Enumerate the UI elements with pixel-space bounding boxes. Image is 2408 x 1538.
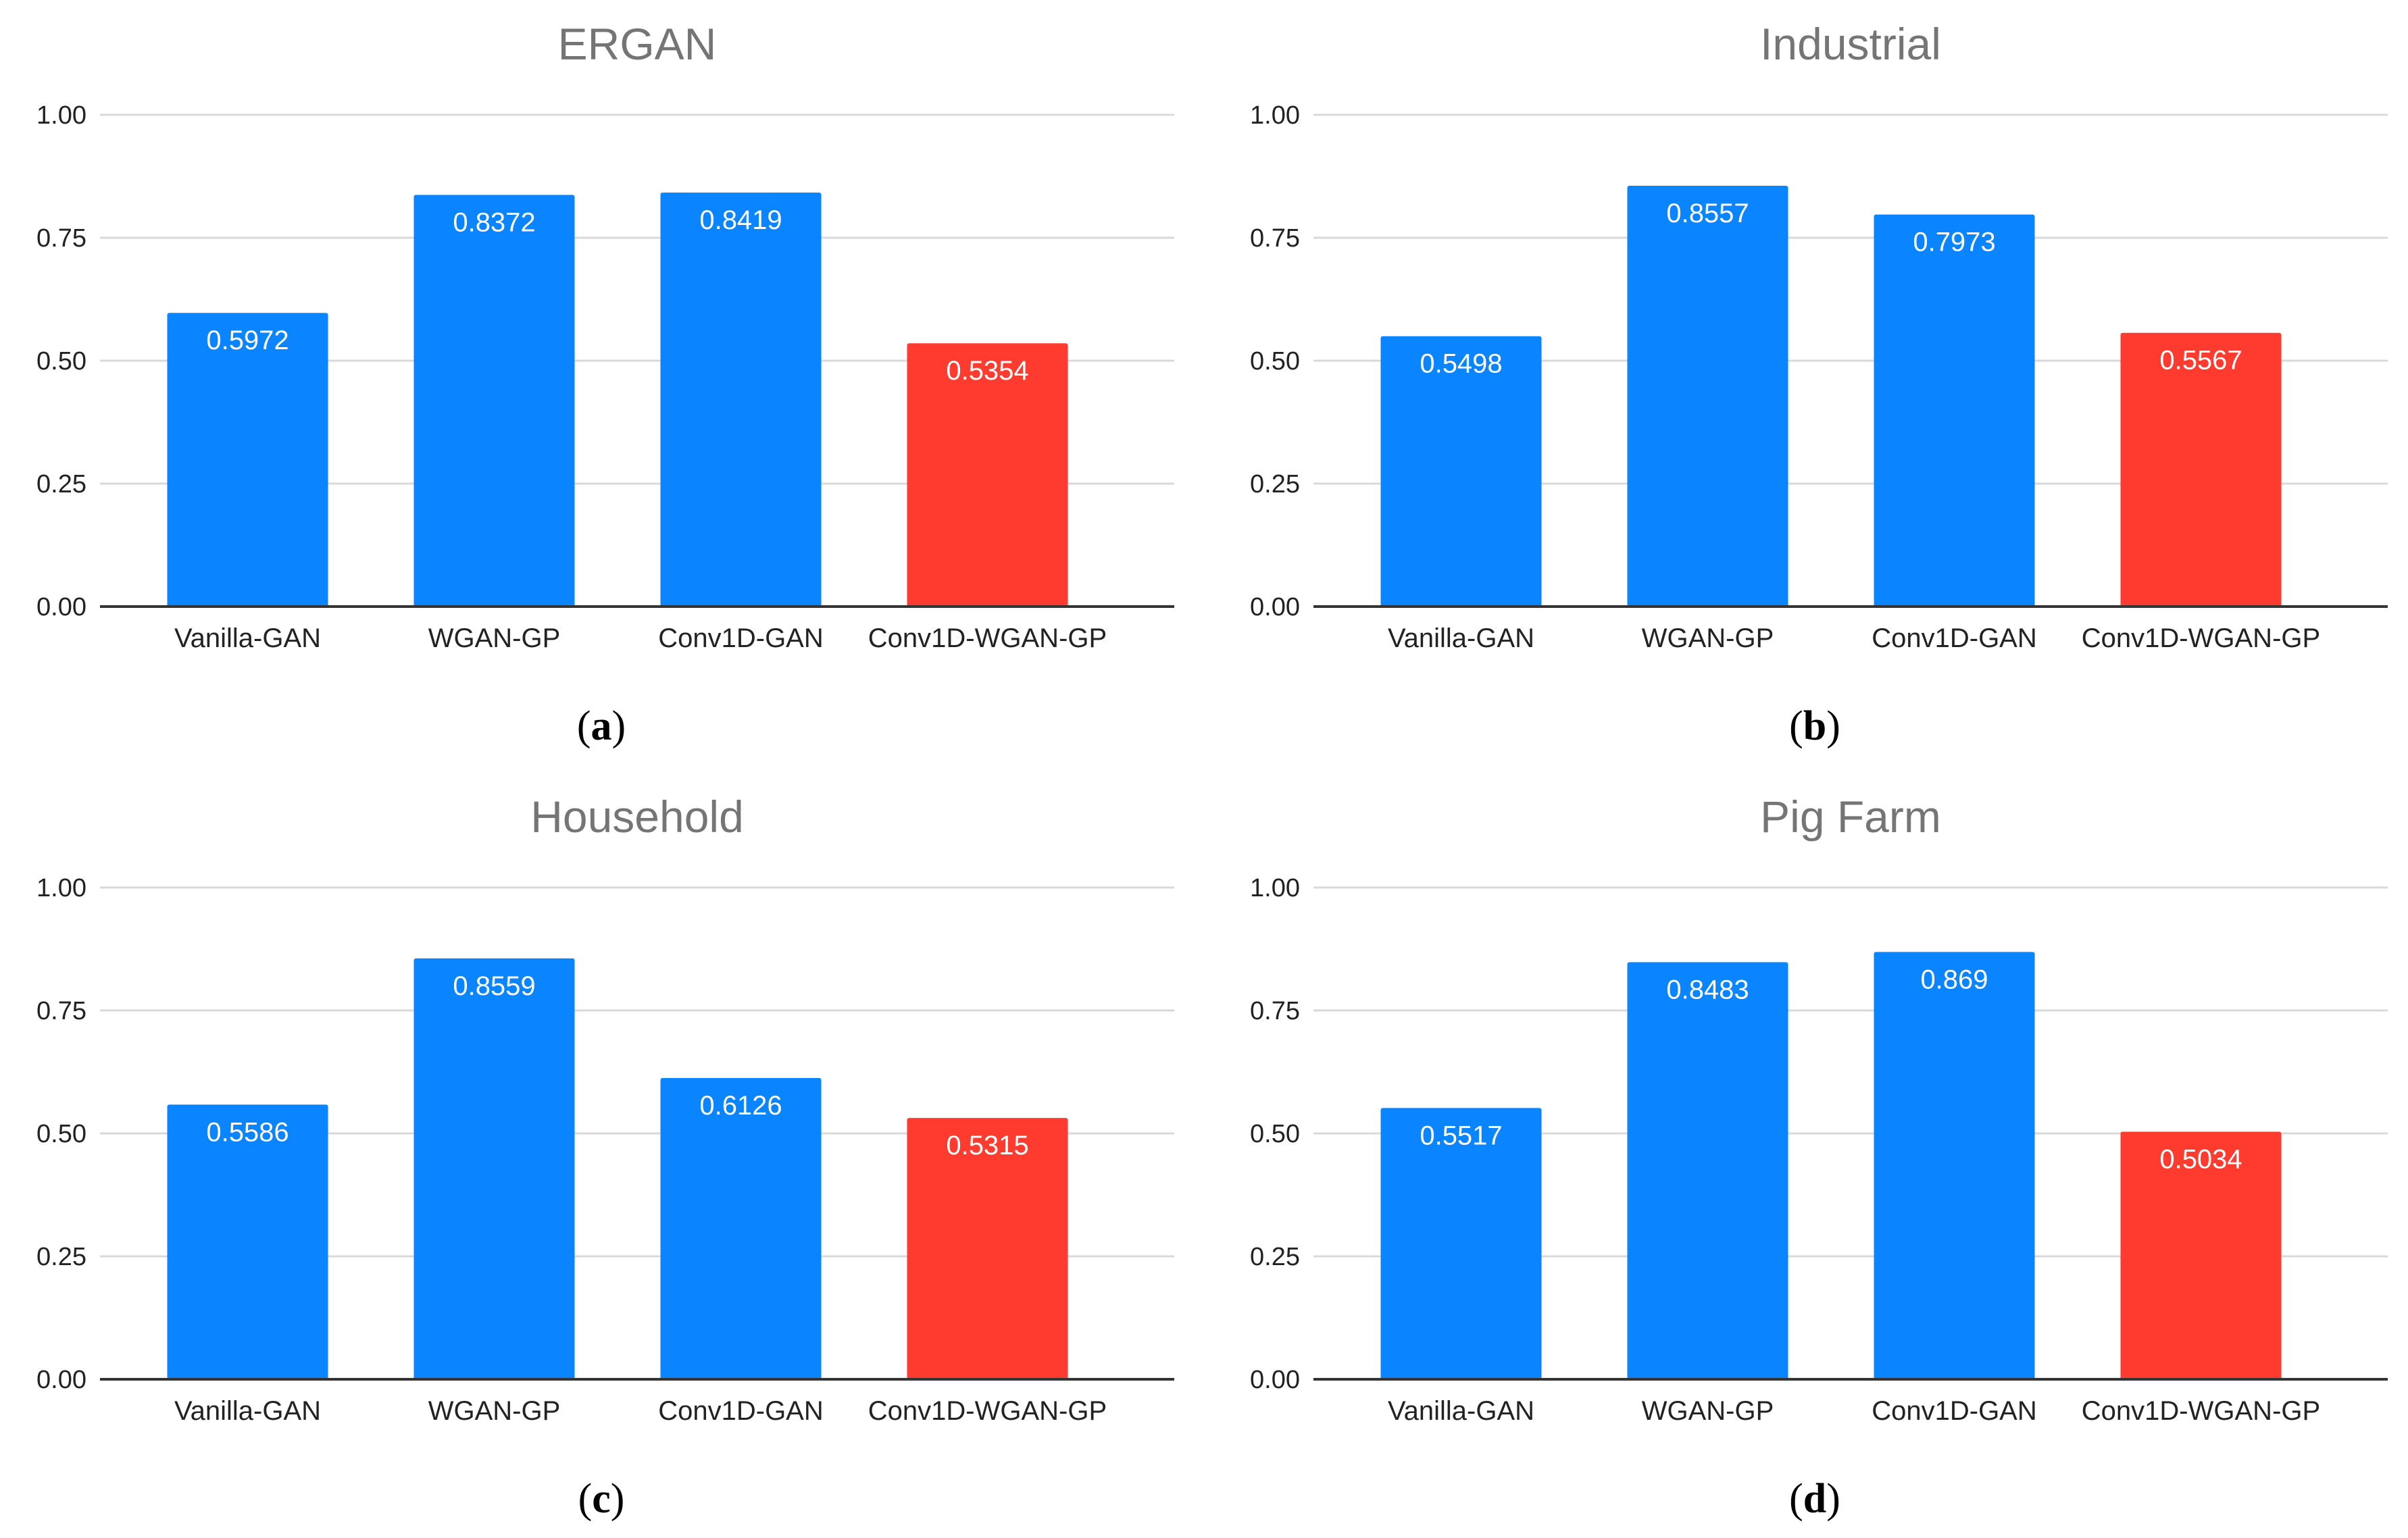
data-label: 0.8419 (699, 205, 782, 235)
data-label: 0.6126 (699, 1091, 782, 1121)
data-label: 0.5498 (1420, 349, 1502, 379)
y-tick-label: 0.25 (1250, 470, 1300, 498)
data-label: 0.8483 (1666, 975, 1749, 1004)
category-label: Conv1D-GAN (658, 1396, 824, 1426)
category-label: Vanilla-GAN (1388, 1396, 1534, 1426)
bar (907, 343, 1068, 607)
chart-panel-c: Household 0.00 0.25 0.50 0.75 1.00 0.5586 Vanil… (36, 792, 1174, 1522)
category-label: Conv1D-WGAN-GP (2082, 1396, 2320, 1426)
chart-title: Household (530, 792, 744, 842)
category-label: Vanilla-GAN (1388, 623, 1534, 653)
category-label: Conv1D-WGAN-GP (868, 1396, 1107, 1426)
data-label: 0.5354 (946, 356, 1028, 386)
chart-panel-d: Pig Farm 0.00 0.25 0.50 0.75 1.00 0.5517 Vanill… (1250, 792, 2388, 1522)
panel-label: (b) (1789, 703, 1840, 749)
bar (1874, 952, 2035, 1379)
category-label: Conv1D-WGAN-GP (2082, 623, 2320, 653)
bar (167, 313, 328, 607)
y-tick-label: 1.00 (36, 101, 86, 130)
data-label: 0.5517 (1420, 1121, 1502, 1150)
data-label: 0.5315 (946, 1131, 1028, 1160)
category-label: WGAN-GP (1642, 1396, 1774, 1426)
category-label: Conv1D-GAN (1872, 1396, 2037, 1426)
y-tick-label: 0.50 (36, 347, 86, 376)
panel-label: (c) (578, 1476, 625, 1522)
data-label: 0.869 (1920, 965, 1988, 994)
bar (1874, 214, 2035, 607)
chart-panel-a: ERGAN 0.00 0.25 0.50 0.75 1.00 0.5972 Vanilla-G… (36, 19, 1174, 749)
category-label: Conv1D-GAN (658, 623, 824, 653)
y-tick-label: 0.25 (1250, 1243, 1300, 1271)
y-tick-label: 1.00 (1250, 101, 1300, 130)
data-label: 0.8372 (453, 208, 535, 238)
data-label: 0.5972 (206, 326, 289, 355)
y-tick-label: 0.75 (1250, 997, 1300, 1025)
y-tick-label: 0.50 (36, 1120, 86, 1148)
data-label: 0.5034 (2159, 1145, 2242, 1175)
bar (660, 1078, 822, 1379)
chart-title: Pig Farm (1760, 792, 1941, 842)
y-tick-label: 0.75 (1250, 224, 1300, 253)
bar (1380, 1108, 1542, 1379)
category-label: Conv1D-WGAN-GP (868, 623, 1107, 653)
y-tick-label: 0.00 (1250, 1366, 1300, 1394)
y-tick-label: 1.00 (36, 874, 86, 902)
chart-panel-b: Industrial 0.00 0.25 0.50 0.75 1.00 0.5498 Vani… (1250, 19, 2388, 749)
chart-title: Industrial (1760, 19, 1941, 69)
panel-label: (a) (577, 703, 626, 749)
bar (1627, 962, 1788, 1379)
y-tick-label: 0.50 (1250, 1120, 1300, 1148)
bar (167, 1104, 328, 1379)
bar (1627, 186, 1788, 607)
data-label: 0.8559 (453, 971, 535, 1001)
y-tick-label: 0.00 (36, 593, 86, 621)
bar (660, 193, 822, 607)
data-label: 0.5586 (206, 1117, 289, 1147)
y-tick-label: 0.75 (36, 224, 86, 253)
category-label: Vanilla-GAN (174, 1396, 321, 1426)
bar (2120, 332, 2282, 607)
bar (2120, 1131, 2282, 1379)
data-label: 0.7973 (1913, 228, 1995, 257)
y-tick-label: 1.00 (1250, 874, 1300, 902)
y-tick-label: 0.00 (36, 1366, 86, 1394)
bar (907, 1118, 1068, 1379)
data-label: 0.5567 (2159, 346, 2242, 376)
category-label: Conv1D-GAN (1872, 623, 2037, 653)
category-label: WGAN-GP (428, 623, 561, 653)
bar (1380, 336, 1542, 607)
panel-label: (d) (1789, 1476, 1840, 1522)
y-tick-label: 0.00 (1250, 593, 1300, 621)
y-tick-label: 0.75 (36, 997, 86, 1025)
y-tick-label: 0.25 (36, 1243, 86, 1271)
category-label: Vanilla-GAN (174, 623, 321, 653)
chart-title: ERGAN (558, 19, 717, 69)
bar (413, 195, 575, 607)
category-label: WGAN-GP (428, 1396, 561, 1426)
y-tick-label: 0.25 (36, 470, 86, 498)
bar (413, 958, 575, 1379)
y-tick-label: 0.50 (1250, 347, 1300, 376)
category-label: WGAN-GP (1642, 623, 1774, 653)
data-label: 0.8557 (1666, 199, 1749, 228)
